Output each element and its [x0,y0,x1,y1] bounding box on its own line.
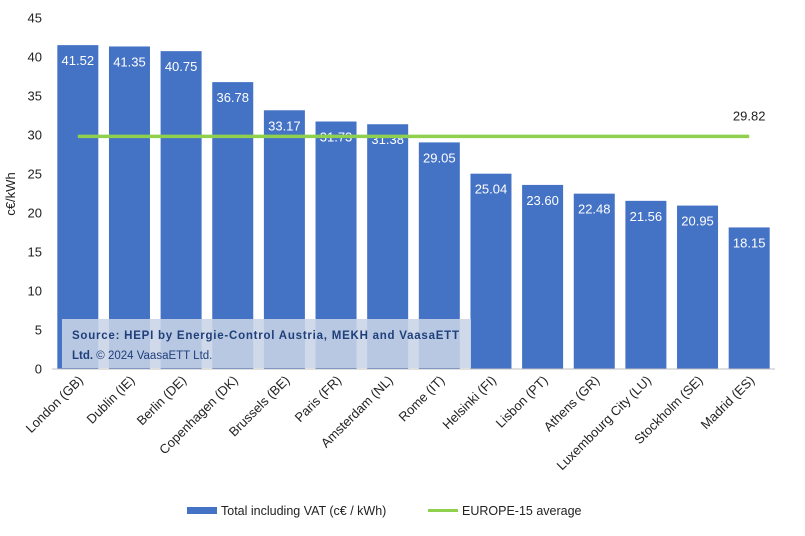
bar-value-label: 41.52 [62,53,95,68]
bar [57,45,99,369]
x-tick-label: Luxembourg City (LU) [553,373,654,474]
y-axis: 0 5 10 15 20 25 30 35 40 45 [28,11,42,377]
source-box: Source: HEPI by Energie-Control Austria,… [62,319,471,368]
bar [625,200,667,369]
source-line-2-bold: Ltd. [72,350,93,362]
x-tick-label: Rome (IT) [395,373,447,425]
legend: Total including VAT (c€ / kWh) EUROPE-15… [187,504,582,518]
y-axis-label: c€/kWh [3,172,18,215]
bar-value-label: 36.78 [216,90,249,105]
bar [728,227,770,369]
legend-swatch-bars [187,507,217,514]
bar-value-label: 20.95 [681,214,714,229]
average-value-label: 29.82 [733,108,766,123]
x-tick-label: Dublin (IE) [84,373,138,427]
legend-label-average: EUROPE-15 average [462,504,582,518]
bar [677,205,719,369]
y-tick-label: 20 [28,206,42,221]
source-line-2: Ltd. © 2024 VaasaETT Ltd. [72,350,212,362]
source-line-1: Source: HEPI by Energie-Control Austria,… [72,330,459,342]
x-tick-label: Paris (FR) [292,373,344,425]
y-tick-label: 45 [28,11,42,26]
y-tick-label: 10 [28,284,42,299]
bar-value-label: 41.35 [113,54,146,69]
y-tick-label: 30 [28,128,42,143]
bar-value-label: 23.60 [526,193,559,208]
y-tick-label: 40 [28,50,42,65]
x-tick-label: Berlin (DE) [134,373,190,429]
bar-value-label: 29.05 [423,150,456,165]
bar-value-label: 25.04 [475,182,508,197]
x-tick-label: London (GB) [23,373,86,436]
x-tick-labels: London (GB)Dublin (IE)Berlin (DE)Copenha… [23,373,758,474]
y-tick-label: 15 [28,245,42,260]
y-tick-label: 25 [28,167,42,182]
bar [108,46,150,369]
bar [522,184,564,369]
bar [573,193,615,369]
source-line-2-rest: © 2024 VaasaETT Ltd. [93,350,212,362]
legend-label-bars: Total including VAT (c€ / kWh) [221,504,386,518]
x-tick-label: Madrid (ES) [698,373,758,433]
y-tick-label: 35 [28,89,42,104]
bar [470,173,512,369]
bar-value-label: 18.15 [733,235,766,250]
bar [160,51,202,370]
bar-value-label: 21.56 [630,209,663,224]
x-tick-label: Helsinki (FI) [439,373,499,433]
bar-value-label: 40.75 [165,59,198,74]
source-box-background [62,319,471,368]
bar-value-label: 33.17 [268,118,301,133]
y-tick-label: 5 [35,323,42,338]
bar-value-label: 31.38 [371,132,404,147]
bar-value-label: 22.48 [578,202,611,217]
y-tick-label: 0 [35,362,42,377]
average-line-group: 29.82 [77,108,766,139]
